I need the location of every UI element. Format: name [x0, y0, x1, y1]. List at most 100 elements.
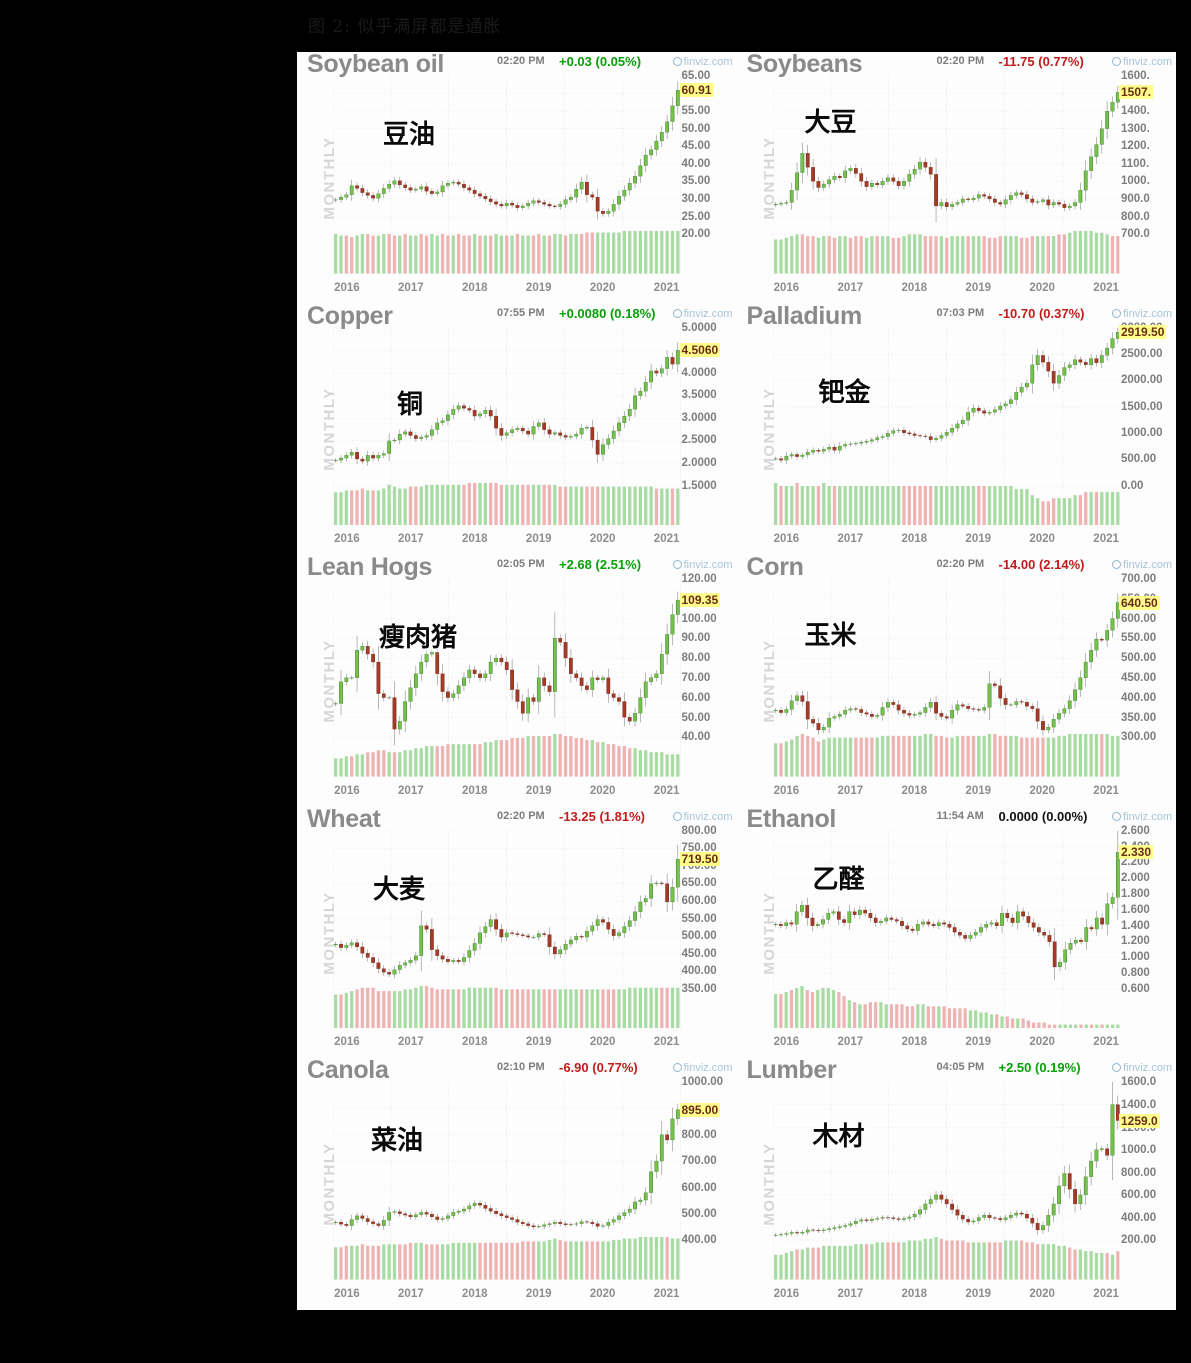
x-tick-label: 2021 — [653, 784, 680, 797]
y-tick-label: 2000.00 — [1121, 374, 1163, 387]
x-tick-label: 2020 — [589, 1288, 616, 1300]
chart-panel-canola[interactable]: Canola 02:10 PM -6.90 (0.77%) finviz.com MON… — [297, 1058, 737, 1310]
y-tick-label: 5.0000 — [681, 321, 717, 334]
y-tick-label: 450.00 — [1121, 671, 1157, 684]
plot-area — [333, 579, 681, 777]
x-tick-label: 2016 — [773, 784, 800, 797]
y-tick-label: 550.00 — [1121, 632, 1157, 645]
chart-title: Corn — [746, 555, 804, 582]
y-tick-label: 1300. — [1121, 122, 1150, 135]
y-tick-label: 3000.00 — [1121, 321, 1163, 334]
y-tick-label: 800.0 — [1121, 210, 1150, 223]
chart-annotation-label: 玉米 — [804, 621, 857, 652]
y-tick-label: 600.00 — [1121, 612, 1157, 625]
globe-icon — [1112, 811, 1122, 821]
x-tick-label: 2017 — [837, 784, 864, 797]
chart-title: Canola — [307, 1058, 389, 1085]
chart-panel-lumber[interactable]: Lumber 04:05 PM +2.50 (0.19%) finviz.com MON… — [737, 1058, 1177, 1310]
x-axis: 2016 2017 2018 2019 2020 2021 — [773, 1288, 1121, 1304]
last-price-label: 60.91 — [679, 83, 714, 98]
y-tick-label: 650.00 — [681, 877, 717, 890]
chart-annotation-label: 钯金 — [818, 377, 871, 408]
x-tick-label: 2017 — [837, 533, 864, 546]
y-tick-label: 2.5000 — [681, 434, 717, 447]
y-tick-label: 4.0000 — [681, 366, 717, 379]
x-tick-label: 2018 — [901, 784, 928, 797]
x-tick-label: 2020 — [1029, 1036, 1055, 1049]
chart-panel-wheat[interactable]: Wheat 02:20 PM -13.25 (1.81%) finviz.com MON… — [297, 807, 737, 1059]
y-tick-label: 120.00 — [681, 573, 717, 586]
x-axis: 2016 2017 2018 2019 2020 2021 — [773, 533, 1121, 549]
brand-label: finviz.com — [1123, 810, 1172, 823]
y-tick-label: 1600.0 — [1121, 1076, 1157, 1089]
plot-area — [333, 830, 681, 1029]
x-tick-label: 2020 — [589, 533, 616, 546]
finviz-brand: finviz.com — [672, 810, 733, 823]
timeframe-watermark: MONTHLY — [321, 1142, 339, 1226]
plot-area — [772, 1082, 1120, 1280]
globe-icon — [672, 560, 682, 570]
y-tick-label: 40.00 — [681, 157, 711, 170]
globe-icon — [1112, 57, 1122, 66]
timeframe-watermark: MONTHLY — [321, 387, 339, 472]
x-tick-label: 2019 — [525, 1036, 552, 1049]
y-tick-label: 1.400 — [1121, 919, 1150, 932]
y-tick-label: 1.5000 — [681, 479, 717, 492]
brand-label: finviz.com — [683, 810, 733, 823]
y-tick-label: 50.00 — [681, 122, 711, 135]
finviz-brand: finviz.com — [672, 307, 733, 320]
x-tick-label: 2019 — [965, 1288, 992, 1300]
chart-panel-corn[interactable]: Corn 02:20 PM -14.00 (2.14%) finviz.com MONT… — [737, 555, 1177, 807]
chart-annotation-label: 木材 — [812, 1122, 865, 1153]
y-tick-label: 500.00 — [1121, 453, 1157, 466]
chart-annotation-label: 菜油 — [371, 1126, 424, 1157]
y-tick-label: 1500. — [1121, 87, 1150, 100]
globe-icon — [672, 811, 682, 821]
y-tick-label: 600.00 — [1121, 1189, 1157, 1202]
chart-change: -6.90 (0.77%) — [559, 1060, 638, 1076]
y-tick-label: 350.00 — [1121, 711, 1157, 724]
x-tick-label: 2017 — [398, 784, 424, 797]
y-tick-label: 65.00 — [681, 70, 711, 82]
y-tick-label: 900.00 — [681, 1102, 717, 1115]
chart-change: +0.03 (0.05%) — [559, 54, 642, 69]
chart-panel-soybeans[interactable]: Soybeans 02:20 PM -11.75 (0.77%) finviz.com… — [737, 52, 1177, 304]
chart-annotation-label: 大麦 — [373, 874, 426, 905]
x-tick-label: 2016 — [334, 1288, 360, 1300]
plot-area — [772, 76, 1120, 274]
x-tick-label: 2018 — [901, 281, 928, 294]
finviz-brand: finviz.com — [1112, 308, 1172, 320]
y-axis: 0.600 0.800 1.000 1.200 1.400 1.600 1.800 2.000… — [1118, 825, 1176, 1029]
y-tick-label: 700.00 — [1121, 573, 1157, 586]
timeframe-watermark: MONTHLY — [321, 136, 339, 220]
chart-panel-lean-hogs[interactable]: Lean Hogs 02:05 PM +2.68 (2.51%) finviz.com… — [297, 555, 737, 807]
y-tick-label: 2.400 — [1121, 840, 1150, 853]
y-tick-label: 1600. — [1121, 70, 1150, 82]
x-axis: 2016 2017 2018 2019 2020 2021 — [773, 785, 1121, 801]
y-tick-label: 90.00 — [681, 632, 711, 645]
chart-panel-copper[interactable]: Copper 07:55 PM +0.0080 (0.18%) finviz.com M… — [297, 304, 737, 556]
chart-panel-soybean-oil[interactable]: Soybean oil 02:20 PM +0.03 (0.05%) finviz.c… — [297, 52, 737, 304]
charts-grid: Soybean oil 02:20 PM +0.03 (0.05%) finviz.c… — [297, 52, 1176, 1310]
brand-label: finviz.com — [683, 307, 733, 320]
chart-timestamp: 02:20 PM — [936, 55, 985, 67]
chart-panel-palladium[interactable]: Palladium 07:03 PM -10.70 (0.37%) finviz.co… — [737, 304, 1177, 556]
y-tick-label: 3.0000 — [681, 411, 717, 424]
y-tick-label: 900.0 — [1121, 192, 1150, 205]
chart-panel-ethanol[interactable]: Ethanol 11:54 AM 0.0000 (0.00%) finviz.com M… — [737, 807, 1177, 1059]
y-tick-label: 500.00 — [681, 1208, 717, 1221]
x-tick-label: 2018 — [461, 784, 488, 797]
y-axis: 40.00 50.00 60.00 70.00 80.00 90.00 100.00 110.… — [679, 573, 737, 777]
x-axis: 2016 2017 2018 2019 2020 2021 — [333, 282, 681, 298]
x-tick-label: 2020 — [589, 1036, 616, 1049]
x-tick-label: 2020 — [1029, 533, 1055, 546]
plot-area — [333, 327, 681, 526]
x-tick-label: 2017 — [398, 1036, 424, 1049]
x-tick-label: 2021 — [653, 1036, 680, 1049]
chart-change: +0.0080 (0.18%) — [559, 305, 656, 321]
y-tick-label: 60.00 — [681, 87, 711, 100]
y-tick-label: 2500.00 — [1121, 347, 1163, 360]
x-tick-label: 2021 — [1093, 1288, 1119, 1300]
y-tick-label: 600.00 — [681, 895, 717, 908]
commodity-charts-panel: Soybean oil 02:20 PM +0.03 (0.05%) finviz.c… — [297, 52, 1176, 1310]
